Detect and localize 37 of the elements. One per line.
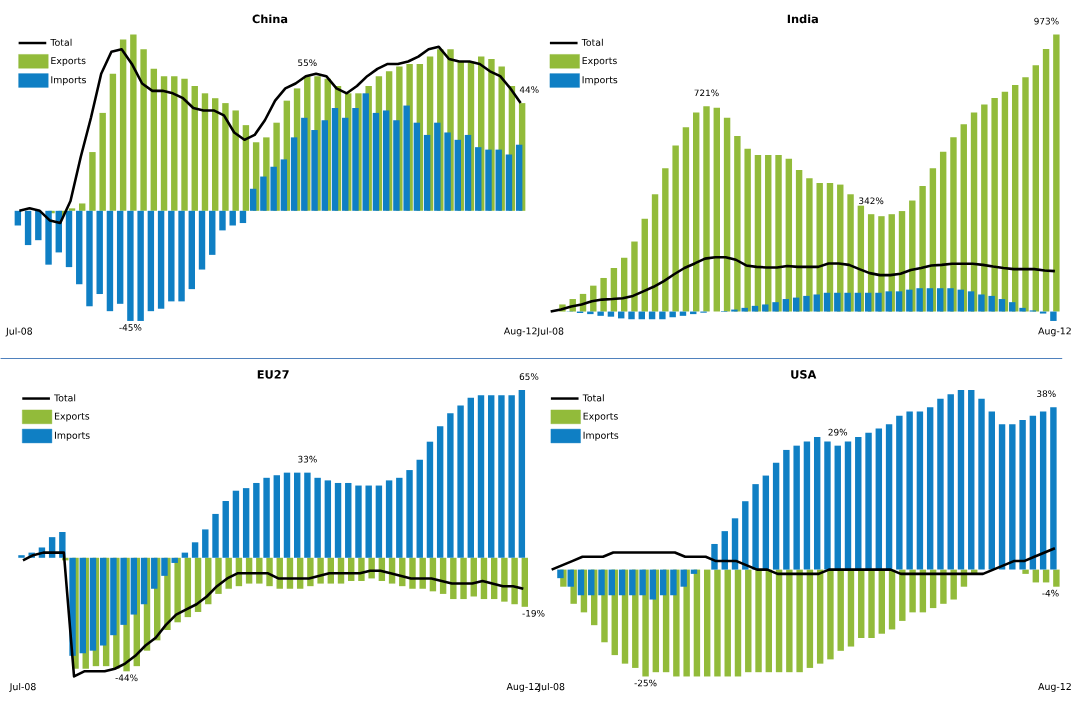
data-label: 29%: [828, 428, 848, 436]
legend-label: Imports: [582, 76, 618, 86]
legend-label: Exports: [582, 57, 617, 66]
data-label: 55%: [298, 59, 317, 67]
legend-label: Total: [582, 394, 604, 402]
x-tick-label: Aug-12: [506, 682, 540, 692]
legend-label: Imports: [583, 431, 619, 441]
data-label: -25%: [634, 679, 657, 687]
legend-label: Exports: [583, 412, 618, 422]
x-tick-label: Aug-12: [503, 327, 537, 337]
data-label: 44%: [519, 86, 539, 93]
data-label: 721%: [694, 89, 719, 97]
legend-label: Total: [581, 38, 603, 46]
x-tick-label: Jul-08: [536, 327, 564, 337]
legend-label: Imports: [51, 76, 86, 86]
legend-label: Exports: [54, 412, 90, 422]
chart-title: USA: [791, 370, 817, 379]
data-label: -19%: [522, 609, 545, 617]
data-label: -4%: [1042, 589, 1059, 597]
x-tick-label: Aug-12: [1038, 682, 1071, 692]
x-tick-label: Jul-08: [5, 327, 33, 337]
data-label: 33%: [298, 455, 317, 463]
legend-label: Total: [54, 394, 76, 402]
legend-label: Imports: [54, 431, 90, 441]
chart-title: EU27: [257, 370, 289, 379]
chart-title: India: [787, 14, 818, 24]
x-tick-label: Aug-12: [1038, 327, 1071, 337]
data-label: 973%: [1034, 17, 1059, 25]
legend-label: Total: [50, 38, 72, 46]
data-label: -45%: [119, 324, 142, 331]
data-label: 342%: [859, 197, 884, 205]
x-tick-label: Jul-08: [9, 682, 36, 692]
data-label: 65%: [519, 373, 539, 380]
data-label: 38%: [1037, 390, 1056, 398]
legend-label: Exports: [51, 57, 86, 66]
chart-title: China: [252, 14, 288, 24]
data-label: -44%: [115, 674, 138, 682]
